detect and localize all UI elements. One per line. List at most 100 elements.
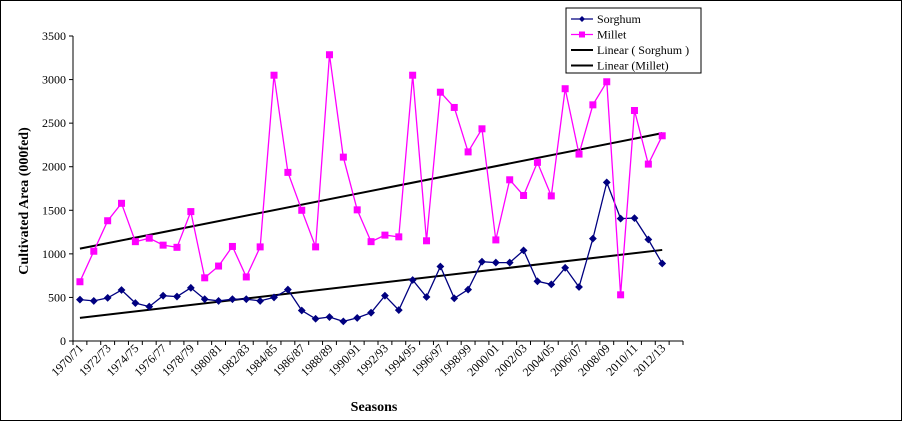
data-point	[311, 314, 320, 323]
data-point	[103, 293, 112, 302]
data-point	[131, 299, 140, 307]
data-point	[630, 107, 638, 115]
data-point	[284, 168, 292, 176]
data-point	[519, 246, 528, 255]
data-point	[436, 88, 444, 96]
trendlines	[79, 132, 663, 319]
legend-label: Millet	[597, 28, 627, 42]
y-tick-label: 2000	[42, 160, 66, 174]
data-point	[506, 176, 514, 184]
data-point	[422, 293, 431, 301]
y-axis-label: Cultivated Area (000fed)	[17, 127, 32, 275]
series-line	[79, 54, 663, 295]
data-point	[395, 233, 403, 241]
data-point	[89, 297, 98, 305]
legend-swatch-marker	[579, 31, 585, 38]
data-point	[367, 238, 375, 246]
axes	[69, 35, 684, 345]
data-point	[617, 291, 625, 299]
data-point	[228, 295, 237, 304]
data-point	[215, 262, 223, 270]
y-tick-label: 1500	[42, 203, 66, 217]
data-point	[408, 276, 417, 284]
data-point	[76, 278, 84, 286]
data-point	[533, 158, 541, 166]
data-point	[547, 192, 555, 200]
y-tick-label: 0	[60, 334, 66, 348]
data-point	[547, 280, 556, 289]
legend-label: Sorghum	[597, 12, 641, 26]
x-axis-label: Seasons	[351, 400, 398, 415]
data-point	[491, 258, 500, 267]
data-point	[145, 234, 153, 242]
data-point	[603, 78, 611, 86]
data-point	[131, 238, 139, 246]
data-point	[409, 71, 417, 79]
data-point	[187, 208, 195, 216]
data-point	[339, 153, 347, 161]
data-point	[616, 214, 625, 223]
data-point	[270, 71, 278, 79]
y-tick-label: 2500	[42, 116, 66, 130]
data-point	[283, 285, 292, 294]
data-point	[159, 241, 167, 249]
data-point	[339, 317, 348, 326]
data-point	[117, 286, 126, 294]
data-point	[201, 274, 209, 282]
data-point	[520, 191, 528, 199]
data-point	[90, 247, 98, 255]
data-point	[394, 306, 403, 314]
data-point	[173, 292, 181, 301]
data-point	[145, 302, 154, 311]
data-point	[478, 257, 486, 266]
data-point	[589, 101, 597, 109]
data-point	[104, 217, 112, 225]
data-point	[561, 263, 570, 272]
data-point	[423, 237, 431, 245]
data-point	[270, 293, 278, 302]
data-point	[644, 160, 652, 168]
data-point	[298, 206, 306, 214]
data-point	[436, 262, 445, 271]
data-point	[186, 283, 195, 292]
data-point	[575, 150, 583, 158]
data-point	[200, 295, 209, 304]
series-line	[79, 180, 663, 323]
data-point	[450, 294, 459, 303]
data-point	[353, 206, 361, 214]
data-point	[464, 285, 473, 294]
data-point	[575, 283, 583, 291]
data-point	[256, 297, 265, 305]
data-point	[214, 297, 223, 305]
y-tick-label: 500	[48, 290, 66, 304]
data-point	[297, 306, 306, 315]
data-point	[76, 295, 84, 304]
data-point	[118, 199, 126, 207]
data-point	[602, 178, 611, 187]
data-point	[312, 243, 320, 251]
data-point	[450, 103, 458, 111]
data-point	[242, 273, 250, 281]
data-point	[561, 85, 569, 93]
series-lines	[76, 51, 667, 326]
data-point	[588, 234, 597, 243]
data-point	[644, 235, 653, 244]
data-point	[533, 277, 542, 286]
data-point	[173, 243, 181, 251]
data-point	[492, 236, 500, 244]
trendline	[79, 248, 663, 319]
data-point	[159, 291, 168, 300]
data-point	[658, 132, 666, 140]
data-point	[630, 214, 639, 223]
data-point	[505, 258, 514, 267]
data-point	[381, 231, 389, 239]
data-point	[325, 313, 334, 321]
data-point	[325, 51, 333, 59]
y-tick-label: 1000	[42, 247, 66, 261]
data-point	[658, 259, 667, 268]
data-point	[256, 243, 264, 251]
trendline	[79, 132, 663, 250]
